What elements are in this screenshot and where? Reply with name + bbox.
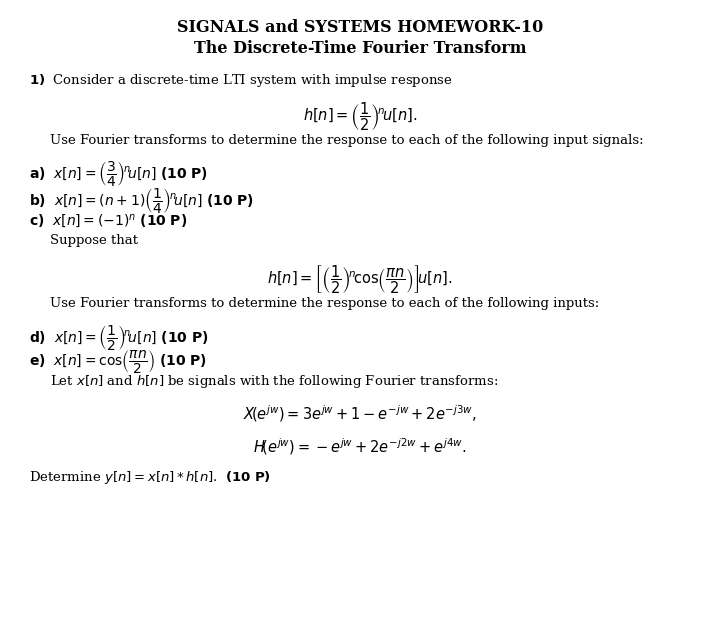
Text: Let $x[n]$ and $h[n]$ be signals with the following Fourier transforms:: Let $x[n]$ and $h[n]$ be signals with th… — [50, 373, 498, 390]
Text: $h[n] = \left(\dfrac{1}{2}\right)^{\!n}\! u[n].$: $h[n] = \left(\dfrac{1}{2}\right)^{\!n}\… — [303, 101, 417, 134]
Text: $h[n] = \left[\left(\dfrac{1}{2}\right)^{\!n}\!\cos\!\left(\dfrac{\pi n}{2}\righ: $h[n] = \left[\left(\dfrac{1}{2}\right)^… — [267, 263, 453, 296]
Text: $\mathbf{d)}$  $x[n] = \left(\dfrac{1}{2}\right)^{\!n}\! u[n]\ \mathbf{(10\ P)}$: $\mathbf{d)}$ $x[n] = \left(\dfrac{1}{2}… — [29, 323, 208, 352]
Text: $X\!\left(e^{jw}\right) = 3e^{jw} + 1 - e^{-jw} + 2e^{-j3w},$: $X\!\left(e^{jw}\right) = 3e^{jw} + 1 - … — [243, 403, 477, 424]
Text: Suppose that: Suppose that — [50, 234, 138, 248]
Text: $\mathbf{b)}$  $x[n] = (n+1)\left(\dfrac{1}{4}\right)^{\!n}\! u[n]\ \mathbf{(10\: $\mathbf{b)}$ $x[n] = (n+1)\left(\dfrac{… — [29, 186, 253, 215]
Text: $\mathbf{a)}$  $x[n] = \left(\dfrac{3}{4}\right)^{\!n}\! u[n]\ \mathbf{(10\ P)}$: $\mathbf{a)}$ $x[n] = \left(\dfrac{3}{4}… — [29, 159, 207, 188]
Text: Use Fourier transforms to determine the response to each of the following inputs: Use Fourier transforms to determine the … — [50, 297, 600, 311]
Text: $\mathbf{1)}$  Consider a discrete-time LTI system with impulse response: $\mathbf{1)}$ Consider a discrete-time L… — [29, 72, 453, 89]
Text: $H\!\left(e^{jw}\right) = -e^{jw} + 2e^{-j2w} + e^{j4w}.$: $H\!\left(e^{jw}\right) = -e^{jw} + 2e^{… — [253, 436, 467, 457]
Text: $\mathbf{e)}$  $x[n] = \cos\!\left(\dfrac{\pi n}{2}\right)\ \mathbf{(10\ P)}$: $\mathbf{e)}$ $x[n] = \cos\!\left(\dfrac… — [29, 348, 207, 375]
Text: The Discrete-Time Fourier Transform: The Discrete-Time Fourier Transform — [194, 40, 526, 57]
Text: $\mathbf{c)}$  $x[n] = (-1)^{n}\ \mathbf{(10\ P)}$: $\mathbf{c)}$ $x[n] = (-1)^{n}\ \mathbf{… — [29, 213, 187, 230]
Text: SIGNALS and SYSTEMS HOMEWORK-10: SIGNALS and SYSTEMS HOMEWORK-10 — [177, 19, 543, 36]
Text: Determine $y[n] = x[n] * h[n]$.  $\mathbf{(10\ P)}$: Determine $y[n] = x[n] * h[n]$. $\mathbf… — [29, 469, 271, 486]
Text: Use Fourier transforms to determine the response to each of the following input : Use Fourier transforms to determine the … — [50, 134, 644, 147]
